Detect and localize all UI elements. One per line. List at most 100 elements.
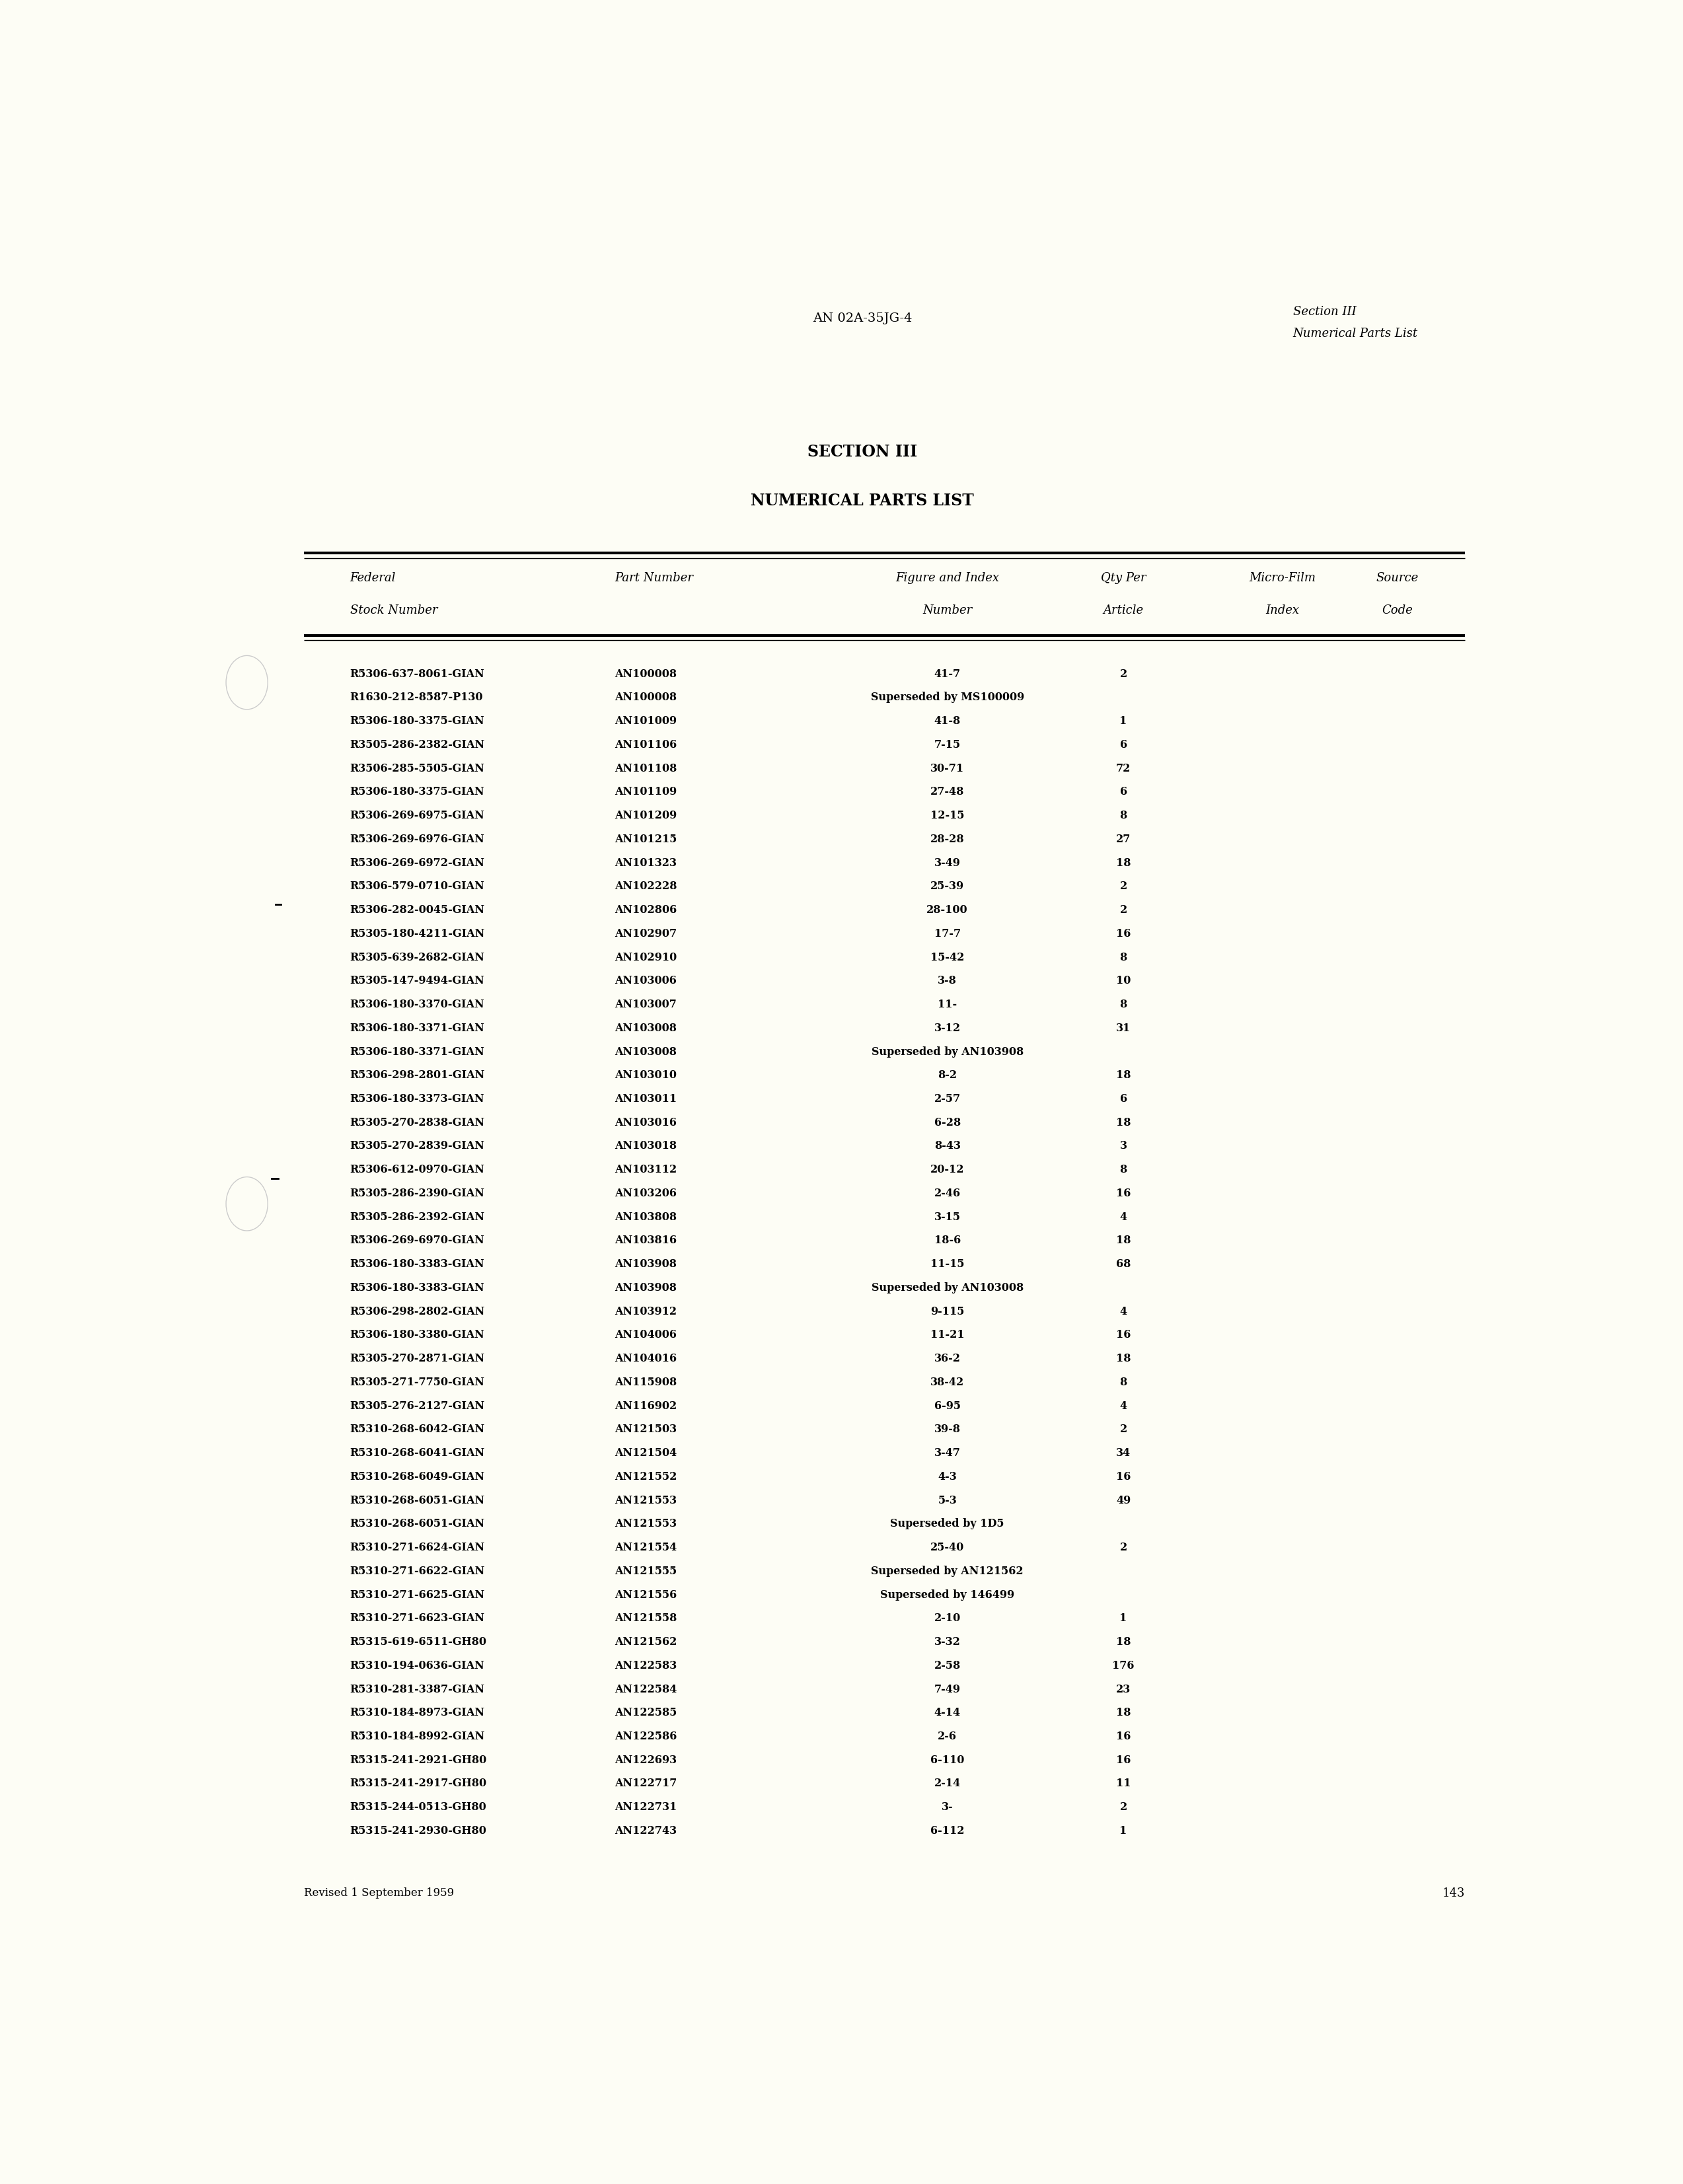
Text: 1: 1 xyxy=(1119,1612,1128,1625)
Text: AN115908: AN115908 xyxy=(614,1376,677,1387)
Text: Part Number: Part Number xyxy=(614,572,693,583)
Text: AN103912: AN103912 xyxy=(614,1306,677,1317)
Text: R5306-180-3370-GIAN: R5306-180-3370-GIAN xyxy=(350,998,485,1011)
Text: R5306-579-0710-GIAN: R5306-579-0710-GIAN xyxy=(350,880,485,891)
Text: Federal: Federal xyxy=(350,572,396,583)
Text: R5306-180-3371-GIAN: R5306-180-3371-GIAN xyxy=(350,1046,485,1057)
Text: 143: 143 xyxy=(1442,1887,1466,1900)
Text: 18: 18 xyxy=(1116,1354,1131,1365)
Text: R5306-180-3375-GIAN: R5306-180-3375-GIAN xyxy=(350,716,485,727)
Text: AN104006: AN104006 xyxy=(614,1330,677,1341)
Text: R5305-180-4211-GIAN: R5305-180-4211-GIAN xyxy=(350,928,485,939)
Text: AN121554: AN121554 xyxy=(614,1542,677,1553)
Text: 38-42: 38-42 xyxy=(931,1376,964,1387)
Text: AN122731: AN122731 xyxy=(614,1802,677,1813)
Text: AN101009: AN101009 xyxy=(614,716,677,727)
Text: 3-15: 3-15 xyxy=(934,1212,961,1223)
Text: NUMERICAL PARTS LIST: NUMERICAL PARTS LIST xyxy=(751,494,974,509)
Text: R5305-271-7750-GIAN: R5305-271-7750-GIAN xyxy=(350,1376,485,1387)
Text: R5306-180-3383-GIAN: R5306-180-3383-GIAN xyxy=(350,1282,485,1293)
Text: 16: 16 xyxy=(1116,1730,1131,1743)
Text: AN101215: AN101215 xyxy=(614,834,677,845)
Text: 3-12: 3-12 xyxy=(934,1022,961,1033)
Text: AN103018: AN103018 xyxy=(614,1140,677,1151)
Text: Qty Per: Qty Per xyxy=(1101,572,1146,583)
Text: 2: 2 xyxy=(1119,1424,1128,1435)
Text: AN101323: AN101323 xyxy=(614,856,677,869)
Text: 18: 18 xyxy=(1116,856,1131,869)
Text: AN101209: AN101209 xyxy=(614,810,677,821)
Text: 4: 4 xyxy=(1119,1212,1128,1223)
Text: 27: 27 xyxy=(1116,834,1131,845)
Text: AN121553: AN121553 xyxy=(614,1494,677,1507)
Text: AN102907: AN102907 xyxy=(614,928,677,939)
Text: 16: 16 xyxy=(1116,1754,1131,1765)
Text: R5315-619-6511-GH80: R5315-619-6511-GH80 xyxy=(350,1636,486,1647)
Text: R5310-271-6622-GIAN: R5310-271-6622-GIAN xyxy=(350,1566,485,1577)
Text: R5310-184-8992-GIAN: R5310-184-8992-GIAN xyxy=(350,1730,485,1743)
Text: 20-12: 20-12 xyxy=(931,1164,964,1175)
Text: 16: 16 xyxy=(1116,928,1131,939)
Text: 41-8: 41-8 xyxy=(934,716,961,727)
Text: R5315-241-2921-GH80: R5315-241-2921-GH80 xyxy=(350,1754,486,1765)
Text: R5305-270-2871-GIAN: R5305-270-2871-GIAN xyxy=(350,1354,485,1365)
Text: R5306-180-3373-GIAN: R5306-180-3373-GIAN xyxy=(350,1094,485,1105)
Text: AN122743: AN122743 xyxy=(614,1826,677,1837)
Text: 36-2: 36-2 xyxy=(934,1354,961,1365)
Text: R3505-286-2382-GIAN: R3505-286-2382-GIAN xyxy=(350,738,485,751)
Text: 2: 2 xyxy=(1119,880,1128,891)
Text: 176: 176 xyxy=(1112,1660,1134,1671)
Text: AN103008: AN103008 xyxy=(614,1022,677,1033)
Text: 18: 18 xyxy=(1116,1116,1131,1129)
Text: 5-3: 5-3 xyxy=(937,1494,958,1507)
Text: 8: 8 xyxy=(1119,810,1128,821)
Text: 3-47: 3-47 xyxy=(934,1448,961,1459)
Text: AN 02A-35JG-4: AN 02A-35JG-4 xyxy=(813,312,912,325)
Text: Revised 1 September 1959: Revised 1 September 1959 xyxy=(305,1887,454,1898)
Text: AN122583: AN122583 xyxy=(614,1660,677,1671)
Text: R5310-281-3387-GIAN: R5310-281-3387-GIAN xyxy=(350,1684,485,1695)
Text: R5305-286-2390-GIAN: R5305-286-2390-GIAN xyxy=(350,1188,485,1199)
Text: 30-71: 30-71 xyxy=(931,762,964,773)
Text: 17-7: 17-7 xyxy=(934,928,961,939)
Text: Figure and Index: Figure and Index xyxy=(895,572,1000,583)
Text: AN122584: AN122584 xyxy=(614,1684,677,1695)
Text: 2: 2 xyxy=(1119,1542,1128,1553)
Text: 8: 8 xyxy=(1119,952,1128,963)
Text: Section III: Section III xyxy=(1293,306,1356,317)
Text: Stock Number: Stock Number xyxy=(350,605,438,616)
Text: 6: 6 xyxy=(1119,786,1128,797)
Text: 2-10: 2-10 xyxy=(934,1612,961,1625)
Text: R5306-282-0045-GIAN: R5306-282-0045-GIAN xyxy=(350,904,485,915)
Text: R5306-269-6972-GIAN: R5306-269-6972-GIAN xyxy=(350,856,485,869)
Text: 7-15: 7-15 xyxy=(934,738,961,751)
Text: AN100008: AN100008 xyxy=(614,668,677,679)
Text: 68: 68 xyxy=(1116,1258,1131,1269)
Text: AN121503: AN121503 xyxy=(614,1424,677,1435)
Text: AN116902: AN116902 xyxy=(614,1400,677,1411)
Text: 3: 3 xyxy=(1119,1140,1128,1151)
Text: 1: 1 xyxy=(1119,1826,1128,1837)
Text: R1630-212-8587-P130: R1630-212-8587-P130 xyxy=(350,692,483,703)
Text: AN103112: AN103112 xyxy=(614,1164,677,1175)
Text: AN103008: AN103008 xyxy=(614,1046,677,1057)
Text: R5315-244-0513-GH80: R5315-244-0513-GH80 xyxy=(350,1802,486,1813)
Text: R5310-271-6625-GIAN: R5310-271-6625-GIAN xyxy=(350,1590,485,1601)
Text: Number: Number xyxy=(922,605,973,616)
Text: AN103808: AN103808 xyxy=(614,1212,677,1223)
Text: R5315-241-2930-GH80: R5315-241-2930-GH80 xyxy=(350,1826,486,1837)
Text: 31: 31 xyxy=(1116,1022,1131,1033)
Text: 4: 4 xyxy=(1119,1400,1128,1411)
Text: 11-15: 11-15 xyxy=(931,1258,964,1269)
Text: 2: 2 xyxy=(1119,904,1128,915)
Text: 8: 8 xyxy=(1119,1376,1128,1387)
Text: Numerical Parts List: Numerical Parts List xyxy=(1293,328,1419,339)
Text: R5310-268-6049-GIAN: R5310-268-6049-GIAN xyxy=(350,1472,485,1483)
Text: 3-49: 3-49 xyxy=(934,856,961,869)
Text: 41-7: 41-7 xyxy=(934,668,961,679)
Text: 23: 23 xyxy=(1116,1684,1131,1695)
Text: AN100008: AN100008 xyxy=(614,692,677,703)
Text: AN121552: AN121552 xyxy=(614,1472,677,1483)
Text: R5306-180-3375-GIAN: R5306-180-3375-GIAN xyxy=(350,786,485,797)
Text: R5306-180-3383-GIAN: R5306-180-3383-GIAN xyxy=(350,1258,485,1269)
